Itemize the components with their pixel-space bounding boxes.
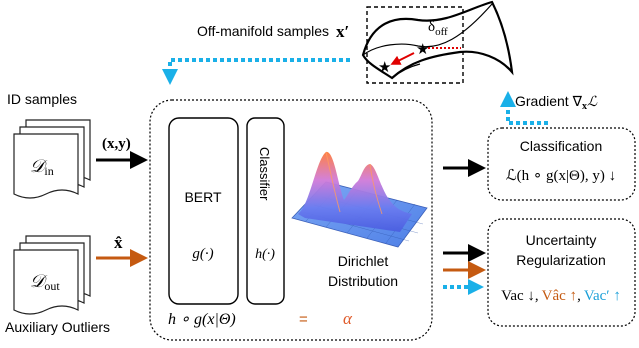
- dirichlet-surface-icon: [291, 151, 428, 248]
- id-samples-title: ID samples: [7, 91, 77, 107]
- bert-title: BERT: [184, 189, 222, 205]
- uncertainty-line2: Regularization: [516, 252, 606, 268]
- classifier-title: Classifier: [257, 147, 272, 201]
- composition-formula: h ∘ g(x|Θ): [168, 311, 236, 328]
- document-stack-icon: [13, 119, 91, 199]
- x-hat-label: x̂: [114, 233, 123, 252]
- classifier-box: [246, 117, 285, 305]
- alpha-symbol: α: [343, 309, 353, 328]
- model-container: [149, 99, 433, 341]
- off-manifold-title: Off-manifold samples: [197, 23, 329, 39]
- off-manifold-arrow: [162, 58, 350, 85]
- gradient-label: Gradient ∇xℒ: [515, 93, 598, 112]
- dirichlet-line2: Distribution: [328, 273, 398, 289]
- vac-metrics: Vac ↓, Vâc ↑, Vac′ ↑: [501, 288, 621, 304]
- classification-loss: ℒ(h ∘ g(x|Θ), y) ↓: [506, 168, 616, 184]
- uncertainty-box: [487, 218, 636, 327]
- star-icon: ★: [416, 41, 429, 58]
- classification-box: [487, 127, 636, 201]
- x-prime-label: x′: [336, 22, 349, 41]
- delta-off-label: δoff: [428, 19, 448, 38]
- auxiliary-outliers-title: Auxiliary Outliers: [5, 319, 110, 335]
- vac-prime: Vac′ ↑: [584, 288, 621, 304]
- vac-id: Vac ↓: [501, 288, 535, 304]
- uncertainty-line1: Uncertainty: [526, 232, 597, 248]
- bert-function: g(·): [192, 246, 213, 262]
- equals-sign: =: [299, 311, 308, 328]
- red-arrow: [390, 52, 415, 65]
- star-icon: ★: [378, 59, 391, 76]
- gradient-arrow: [500, 91, 548, 125]
- xy-label: (x,y): [102, 136, 131, 152]
- zoom-box: [366, 6, 464, 84]
- vac-hat: Vâc ↑: [542, 288, 577, 304]
- document-stack-icon: [13, 235, 91, 315]
- classifier-function: h(·): [255, 247, 275, 262]
- dirichlet-line1: Dirichlet: [338, 253, 389, 269]
- d-in-label: 𝒟in: [30, 156, 54, 178]
- d-out-label: 𝒟out: [30, 271, 60, 293]
- bert-box: [168, 117, 239, 305]
- classification-title: Classification: [520, 138, 602, 154]
